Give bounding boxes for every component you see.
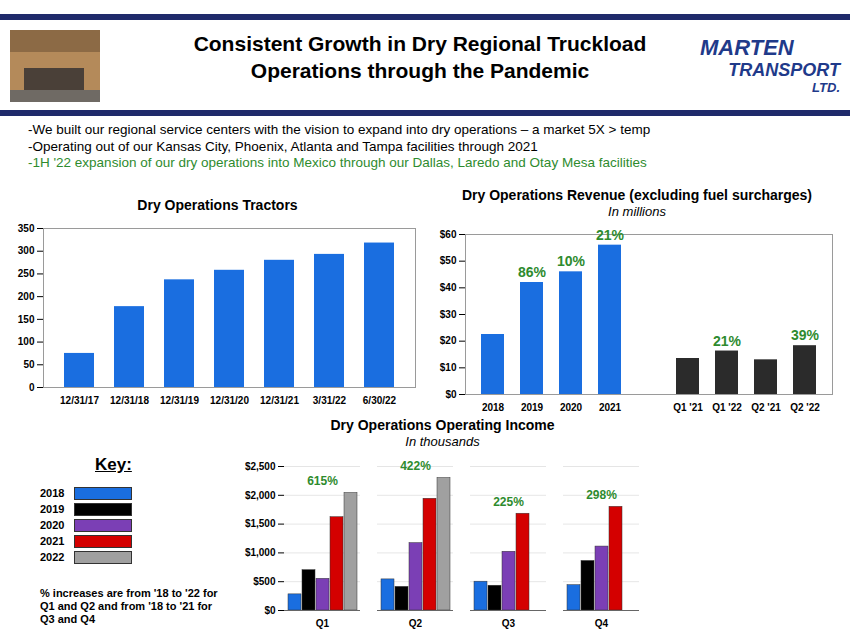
html-text:-We built our regional service: -We built our regional service centers w… [28, 122, 651, 137]
html-text:TRANSPORT: TRANSPORT [728, 60, 840, 80]
svg-text:Q3: Q3 [502, 618, 516, 629]
html-text:Consistent Growth in Dry Regio: Consistent Growth in Dry Regional Truckl… [193, 32, 647, 82]
svg-text:50: 50 [23, 359, 35, 370]
svg-text:2021: 2021 [599, 402, 622, 413]
svg-text:Q4: Q4 [595, 618, 609, 629]
html-text:In thousands: In thousands [405, 434, 480, 449]
html-text:2022: 2022 [40, 551, 65, 563]
html-text:% increases are from '18 to '2: % increases are from '18 to '22 for Q1 a… [40, 587, 218, 625]
svg-text:12/31/18: 12/31/18 [110, 395, 149, 406]
svg-text:100: 100 [18, 336, 35, 347]
svg-text:Q1 '22: Q1 '22 [712, 402, 742, 413]
html-text:-Operating out of our Kansas C: -Operating out of our Kansas City, Phoen… [28, 138, 538, 154]
svg-text:298%: 298% [586, 488, 617, 502]
svg-text:$1,500: $1,500 [245, 518, 276, 529]
svg-text:Q1 '21: Q1 '21 [673, 402, 703, 413]
html-text:-1H '22 expansion of our dry o: -1H '22 expansion of our dry operations … [28, 155, 647, 170]
svg-text:$30: $30 [440, 309, 457, 320]
html-text:Dry Operations Tractors: Dry Operations Tractors [137, 197, 298, 213]
html-text:MARTEN: MARTEN [700, 35, 794, 60]
svg-text:$40: $40 [440, 282, 457, 293]
svg-text:21%: 21% [713, 333, 742, 349]
html-text:2018: 2018 [40, 487, 65, 499]
svg-text:21%: 21% [596, 227, 625, 243]
html-text:2021: 2021 [40, 535, 65, 547]
svg-text:150: 150 [18, 314, 35, 325]
html-text:2020: 2020 [40, 519, 65, 531]
svg-text:$2,000: $2,000 [245, 490, 276, 501]
html-text:LTD.: LTD. [812, 80, 840, 95]
html-text:Key:: Key: [95, 455, 132, 474]
svg-text:12/31/20: 12/31/20 [210, 395, 249, 406]
svg-text:12/31/19: 12/31/19 [160, 395, 199, 406]
svg-text:12/31/17: 12/31/17 [60, 395, 99, 406]
svg-text:Q2 '21: Q2 '21 [751, 402, 781, 413]
svg-text:2018: 2018 [482, 402, 505, 413]
svg-text:2019: 2019 [521, 402, 544, 413]
svg-text:422%: 422% [400, 459, 431, 473]
svg-text:Q2 '22: Q2 '22 [790, 402, 820, 413]
svg-text:3/31/22: 3/31/22 [313, 395, 347, 406]
svg-text:$2,500: $2,500 [245, 461, 276, 472]
svg-text:$20: $20 [440, 335, 457, 346]
svg-text:615%: 615% [307, 474, 338, 488]
svg-text:$0: $0 [445, 389, 457, 400]
svg-text:6/30/22: 6/30/22 [363, 395, 397, 406]
svg-text:0: 0 [29, 382, 35, 393]
svg-text:10%: 10% [557, 253, 586, 269]
svg-text:$50: $50 [440, 255, 457, 266]
svg-text:39%: 39% [791, 327, 820, 343]
svg-text:$0: $0 [264, 605, 276, 616]
svg-text:225%: 225% [493, 495, 524, 509]
html-text:Dry Operations Operating Incom: Dry Operations Operating Income [330, 417, 555, 433]
svg-text:86%: 86% [518, 264, 547, 280]
svg-text:12/31/21: 12/31/21 [260, 395, 299, 406]
svg-text:250: 250 [18, 268, 35, 279]
svg-text:$10: $10 [440, 362, 457, 373]
svg-text:200: 200 [18, 291, 35, 302]
svg-text:350: 350 [18, 223, 35, 234]
svg-text:Q1: Q1 [316, 618, 330, 629]
svg-text:$60: $60 [440, 229, 457, 240]
svg-text:$500: $500 [253, 576, 276, 587]
svg-text:300: 300 [18, 245, 35, 256]
svg-text:$1,000: $1,000 [245, 547, 276, 558]
svg-text:Q2: Q2 [409, 618, 423, 629]
svg-text:2020: 2020 [560, 402, 583, 413]
html-text:In millions: In millions [608, 204, 666, 219]
html-text:2019: 2019 [40, 503, 65, 515]
html-text:Dry Operations Revenue (exclud: Dry Operations Revenue (excluding fuel s… [461, 187, 812, 203]
